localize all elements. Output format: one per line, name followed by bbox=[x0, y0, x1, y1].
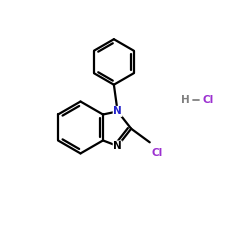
Text: Cl: Cl bbox=[152, 148, 163, 158]
Text: N: N bbox=[113, 106, 122, 117]
Text: Cl: Cl bbox=[202, 95, 213, 105]
Text: N: N bbox=[113, 141, 122, 151]
Text: H: H bbox=[181, 95, 190, 105]
